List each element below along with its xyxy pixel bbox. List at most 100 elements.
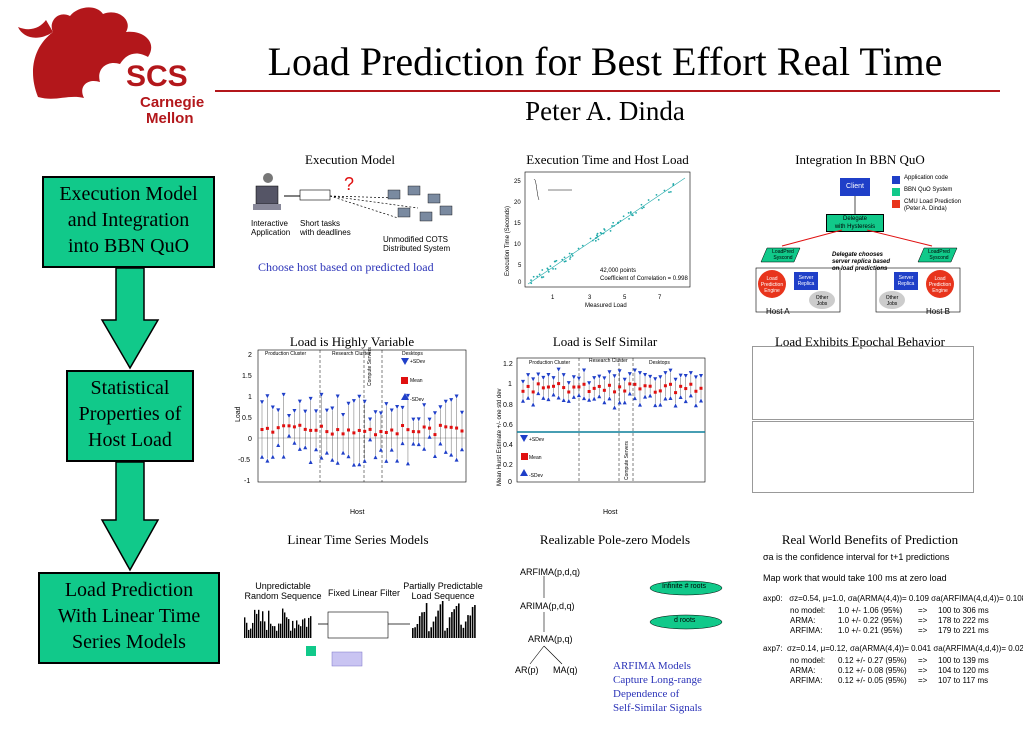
mean-marker bbox=[384, 431, 388, 435]
mean-marker bbox=[346, 428, 350, 432]
flow-box-statistical-properties: Statistical Properties of Host Load bbox=[66, 370, 194, 462]
sdev-up-marker bbox=[673, 377, 678, 382]
sdev-up-marker bbox=[658, 375, 663, 380]
sdev-down-marker bbox=[260, 454, 264, 459]
mean-marker bbox=[379, 430, 383, 434]
noise-bar bbox=[264, 621, 266, 638]
mean-marker bbox=[607, 383, 611, 387]
sdev-up-marker bbox=[546, 372, 551, 377]
mean-marker bbox=[303, 427, 307, 431]
note-line: on load predictions bbox=[832, 266, 888, 272]
y-tick: 25 bbox=[514, 179, 521, 185]
sdev-up-marker bbox=[281, 392, 286, 397]
sdev-down-marker bbox=[643, 394, 648, 399]
benefit-cell: 179 to 221 ms bbox=[938, 626, 989, 635]
sdev-down-marker bbox=[576, 393, 581, 398]
scatter-point bbox=[617, 222, 620, 224]
title-rule bbox=[215, 90, 1000, 92]
page-title: Load Prediction for Best Effort Real Tim… bbox=[267, 39, 943, 84]
benefit-cell: 178 to 222 ms bbox=[938, 616, 989, 625]
mean-marker bbox=[536, 382, 540, 386]
sdev-down-marker bbox=[314, 447, 319, 452]
sdev-up-marker bbox=[460, 410, 464, 415]
scatter-point bbox=[552, 267, 554, 270]
mean-marker bbox=[260, 428, 264, 432]
sdev-up-marker bbox=[678, 373, 683, 378]
replica-line: Replica bbox=[897, 281, 915, 287]
mean-marker bbox=[587, 390, 591, 394]
sdev-down-marker bbox=[653, 403, 658, 408]
scatter-point bbox=[642, 206, 645, 209]
scatter-point bbox=[538, 273, 541, 276]
y-tick: -1 bbox=[244, 478, 250, 485]
benefit-cell: 104 to 120 ms bbox=[938, 666, 989, 675]
load-bar bbox=[435, 616, 437, 638]
sdev-down-marker bbox=[546, 397, 551, 402]
cluster-computers-icon bbox=[387, 185, 453, 222]
sdev-down-marker bbox=[351, 462, 356, 467]
mean-marker bbox=[541, 386, 545, 390]
scatter-point bbox=[657, 199, 660, 201]
mean-marker bbox=[674, 391, 678, 395]
sdev-down-marker bbox=[612, 405, 617, 410]
y-tick: 1 bbox=[248, 394, 252, 401]
sdev-down-marker bbox=[566, 398, 571, 403]
scatter-point bbox=[532, 275, 535, 278]
scatter-point bbox=[602, 232, 605, 235]
caption-line: Self-Similar Signals bbox=[613, 702, 702, 714]
sdev-up-marker bbox=[622, 377, 627, 382]
label-line: Short tasks bbox=[300, 219, 341, 228]
scatter-point bbox=[600, 232, 603, 235]
sdev-up-marker bbox=[297, 399, 302, 404]
sdev-up-marker bbox=[389, 408, 394, 413]
load-bar bbox=[448, 617, 451, 638]
scatter-point bbox=[628, 218, 630, 220]
down-arrow-icon bbox=[100, 268, 160, 370]
scatter-point bbox=[672, 184, 675, 186]
sdev-down-marker bbox=[373, 455, 378, 460]
flow-line: Statistical bbox=[90, 377, 170, 399]
mean-marker bbox=[271, 430, 275, 434]
scatter-point bbox=[640, 203, 643, 206]
scatter-point bbox=[655, 193, 658, 196]
scatter-point bbox=[635, 211, 637, 214]
sdev-up-marker bbox=[287, 414, 292, 419]
sdev-down-marker bbox=[422, 446, 427, 451]
sdev-down-marker bbox=[551, 392, 556, 397]
scatter-point bbox=[530, 279, 532, 282]
scatter-point bbox=[631, 214, 634, 217]
load-bar bbox=[471, 606, 474, 638]
sdev-down-marker bbox=[648, 393, 653, 398]
variable-chart: 2 1.5 1 0.5 0 -0.5 -1 Host Load Producti… bbox=[235, 347, 467, 516]
sdev-down-marker bbox=[683, 399, 688, 404]
cmu-scs-logo: SCS Carnegie Mellon bbox=[8, 2, 208, 127]
caption-line: Dependence of bbox=[613, 688, 680, 700]
mean-marker bbox=[390, 428, 394, 432]
group-label: Research Cluster bbox=[589, 358, 628, 364]
loadpred-line: Syscond bbox=[773, 255, 793, 261]
replica-right: Server Replica bbox=[894, 275, 918, 287]
execution-time-chart: 25 20 15 10 5 0 1 3 5 7 Measured Load 42… bbox=[505, 171, 691, 309]
mean-marker bbox=[572, 385, 576, 389]
execution-model-title: Execution Model bbox=[305, 152, 395, 167]
mean-marker bbox=[638, 387, 642, 391]
replica-line: Server bbox=[798, 275, 814, 281]
sdev-down-marker bbox=[427, 434, 432, 439]
legend-swatch-cmu bbox=[892, 200, 900, 208]
sdev-up-marker bbox=[668, 368, 673, 373]
load-bar bbox=[416, 623, 419, 638]
infinite-roots-label: Infinite # roots bbox=[662, 583, 706, 590]
scatter-point bbox=[613, 224, 615, 227]
sdev-down-marker bbox=[688, 393, 693, 398]
sdev-down-marker bbox=[357, 462, 362, 467]
sdev-down-marker bbox=[587, 397, 592, 402]
sdev-up-marker bbox=[648, 374, 653, 379]
sdev-up-marker bbox=[592, 376, 597, 381]
scatter-point bbox=[561, 258, 564, 261]
sdev-up-marker bbox=[693, 375, 698, 380]
sdev-down-marker bbox=[454, 457, 459, 462]
other-jobs-right: Other Jobs bbox=[880, 295, 904, 307]
engine-line: Engine bbox=[932, 288, 948, 294]
noise-bar bbox=[304, 618, 306, 638]
mean-marker bbox=[374, 433, 378, 437]
